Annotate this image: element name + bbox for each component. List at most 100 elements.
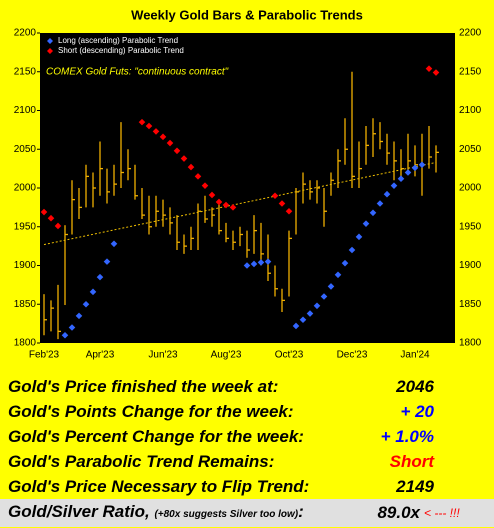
row-value: + 1.0% — [380, 427, 434, 446]
row-label: Gold's Price finished the week at: — [8, 377, 279, 396]
row-label: Gold's Points Change for the week: — [8, 402, 294, 421]
trend-point — [425, 65, 433, 72]
x-tick-label: Feb'23 — [29, 350, 60, 361]
y-tick-label-right: 2200 — [459, 28, 482, 39]
trend-point — [320, 293, 328, 300]
row-label: Gold's Parabolic Trend Remains: — [8, 452, 275, 471]
ratio-value: 89.0x — [377, 503, 420, 522]
trend-point — [201, 182, 209, 189]
chart-title: Weekly Gold Bars & Parabolic Trends — [131, 7, 363, 22]
trend-point — [222, 201, 230, 209]
trend-point — [208, 191, 216, 199]
trend-point — [89, 288, 97, 296]
chart: Weekly Gold Bars & Parabolic Trends COME… — [14, 7, 482, 361]
x-tick-label: Apr'23 — [86, 350, 115, 361]
table-row: Gold's Percent Change for the week: + 1.0… — [0, 424, 494, 449]
trend-point — [376, 200, 384, 207]
ratio-warning: < --- !!! — [424, 506, 460, 520]
ratio-row: Gold/Silver Ratio, (+80x suggests Silver… — [0, 499, 494, 527]
table-row: Gold's Parabolic Trend Remains: Short — [0, 449, 494, 474]
trend-point — [264, 258, 272, 265]
y-tick-label: 1900 — [14, 260, 37, 271]
trend-point — [404, 169, 412, 176]
trend-point — [47, 214, 55, 222]
row-value: 2149 — [396, 477, 434, 496]
trend-point — [418, 161, 426, 169]
trend-point — [362, 220, 370, 227]
y-tick-label: 2200 — [14, 28, 37, 39]
trend-point — [103, 258, 111, 265]
y-tick-label: 1850 — [14, 299, 37, 310]
plot-area — [40, 33, 455, 343]
x-tick-label: Jun'23 — [148, 350, 178, 361]
y-tick-label: 1800 — [14, 338, 37, 349]
trend-point — [285, 207, 293, 215]
legend-marker — [47, 48, 53, 54]
trend-point — [229, 204, 237, 211]
y-tick-label: 2100 — [14, 105, 37, 116]
trend-point — [390, 182, 398, 189]
trend-point — [54, 222, 62, 230]
trend-point — [250, 260, 258, 268]
trend-point — [194, 173, 202, 180]
legend-label: Short (descending) Parabolic Trend — [58, 46, 184, 55]
trend-point — [306, 310, 314, 317]
y-tick-label-right: 1850 — [459, 299, 482, 310]
trend-point — [96, 273, 104, 281]
annotation: COMEX Gold Futs: "continuous contract" — [46, 67, 229, 78]
row-label: Gold's Price Necessary to Flip Trend: — [8, 477, 310, 496]
ratio-colon: : — [298, 502, 304, 521]
trend-point — [187, 163, 195, 171]
trend-point — [180, 155, 188, 162]
trend-point — [68, 324, 76, 331]
y-tick-label-right: 2000 — [459, 183, 482, 194]
trend-point — [152, 128, 160, 135]
y-tick-label-right: 2100 — [459, 105, 482, 116]
trend-point — [411, 164, 419, 172]
trend-point — [145, 122, 153, 130]
y-tick-label: 1950 — [14, 221, 37, 232]
table-row: Gold's Price Necessary to Flip Trend: 214… — [0, 474, 494, 499]
row-value: 2046 — [396, 377, 434, 396]
trend-point — [299, 316, 307, 324]
y-tick-label-right: 1800 — [459, 338, 482, 349]
trend-point — [159, 133, 167, 141]
y-tick-label-right: 1900 — [459, 260, 482, 271]
trend-point — [278, 200, 286, 207]
trend-point — [313, 302, 321, 310]
y-tick-label-right: 2150 — [459, 66, 482, 77]
x-tick-label: Jan'24 — [400, 350, 430, 361]
trend-point — [215, 198, 223, 206]
summary-table: Gold's Price finished the week at: 2046 Go… — [0, 374, 494, 527]
table-row: Gold's Price finished the week at: 2046 — [0, 374, 494, 399]
trend-point — [369, 209, 377, 217]
y-tick-label: 2000 — [14, 183, 37, 194]
trend-point — [166, 139, 174, 147]
legend-marker — [47, 38, 53, 44]
ratio-note: (+80x suggests Silver too low) — [154, 509, 299, 520]
row-label: Gold's Percent Change for the week: — [8, 427, 304, 446]
ratio-label-group: Gold/Silver Ratio, (+80x suggests Silver… — [8, 502, 304, 522]
legend-label: Long (ascending) Parabolic Trend — [58, 36, 178, 45]
trend-point — [348, 246, 356, 254]
trend-point — [173, 147, 181, 155]
ratio-label: Gold/Silver Ratio, — [8, 502, 150, 521]
trend-point — [110, 240, 118, 248]
table-row: Gold's Points Change for the week: + 20 — [0, 399, 494, 424]
trend-line — [43, 161, 437, 246]
trend-point — [432, 69, 440, 76]
x-tick-label: Oct'23 — [275, 350, 304, 361]
trend-point — [292, 322, 300, 330]
trend-point — [271, 192, 279, 200]
row-value: Short — [389, 452, 434, 471]
trend-point — [61, 331, 69, 339]
trend-point — [355, 233, 363, 241]
trend-point — [334, 271, 342, 279]
trend-point — [257, 259, 265, 266]
y-tick-label: 2150 — [14, 66, 37, 77]
trend-point — [397, 175, 405, 182]
trend-point — [243, 262, 251, 269]
trend-point — [75, 312, 83, 320]
trend-point — [383, 190, 391, 198]
